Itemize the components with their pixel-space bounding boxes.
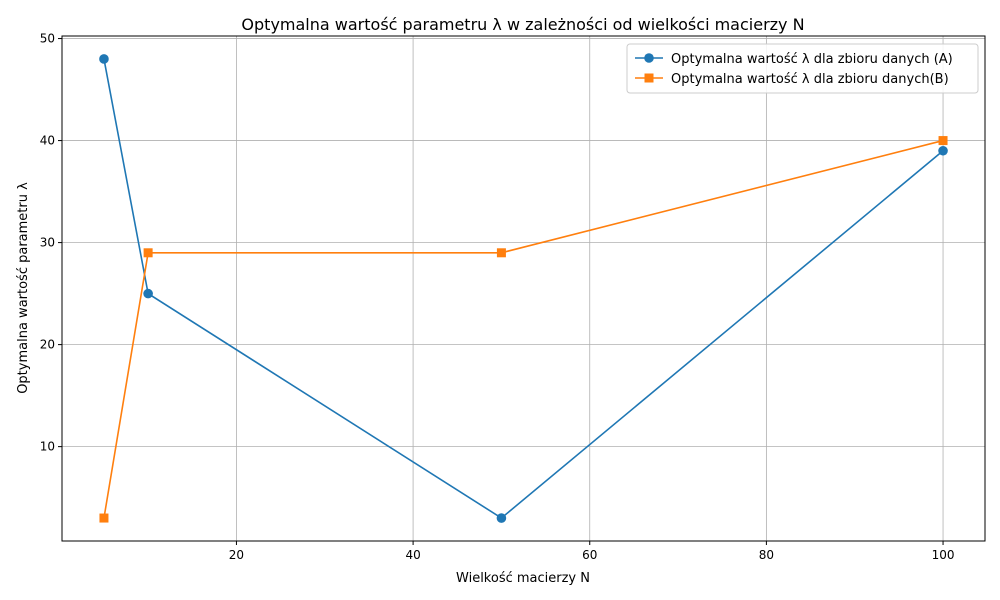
y-tick-label: 50 bbox=[40, 32, 55, 46]
series-layer bbox=[99, 54, 948, 523]
x-tick-label: 40 bbox=[405, 548, 420, 562]
series-line bbox=[103, 58, 944, 520]
chart-title: Optymalna wartość parametru λ w zależnoś… bbox=[241, 15, 804, 34]
series-b bbox=[99, 136, 948, 523]
data-point bbox=[143, 288, 153, 299]
y-tick-label: 40 bbox=[40, 134, 55, 148]
legend-item: Optymalna wartość λ dla zbioru danych (A… bbox=[635, 52, 953, 67]
data-point bbox=[938, 145, 948, 156]
x-tick-label: 100 bbox=[932, 548, 955, 562]
x-axis-label: Wielkość macierzy N bbox=[456, 571, 590, 586]
y-tick-label: 10 bbox=[40, 440, 55, 454]
x-tick-label: 80 bbox=[759, 548, 774, 562]
data-point bbox=[99, 513, 109, 523]
x-tick-label: 20 bbox=[229, 548, 244, 562]
legend-label: Optymalna wartość λ dla zbioru danych(B) bbox=[671, 72, 949, 87]
x-axis-ticks: 20 40 60 80 100 bbox=[229, 541, 955, 562]
legend-item: Optymalna wartość λ dla zbioru danych(B) bbox=[635, 72, 949, 87]
y-tick-label: 30 bbox=[40, 236, 55, 250]
data-point bbox=[938, 136, 948, 146]
y-tick-label: 20 bbox=[40, 338, 55, 352]
legend-marker bbox=[644, 73, 654, 83]
data-point bbox=[496, 513, 507, 523]
series-line bbox=[103, 139, 944, 519]
y-axis-label: Optymalna wartość parametru λ bbox=[16, 182, 31, 394]
legend-marker bbox=[644, 53, 654, 63]
data-point bbox=[143, 248, 153, 258]
legend: Optymalna wartość λ dla zbioru danych (A… bbox=[626, 43, 979, 94]
data-point bbox=[99, 54, 109, 64]
x-tick-label: 60 bbox=[582, 548, 597, 562]
plot-area-frame bbox=[61, 35, 986, 542]
series-a bbox=[99, 54, 948, 523]
legend-box bbox=[626, 43, 979, 94]
grid bbox=[62, 36, 985, 541]
y-axis-ticks: 10 20 30 40 50 bbox=[40, 32, 62, 454]
data-point bbox=[496, 248, 506, 258]
legend-label: Optymalna wartość λ dla zbioru danych (A… bbox=[671, 52, 953, 67]
